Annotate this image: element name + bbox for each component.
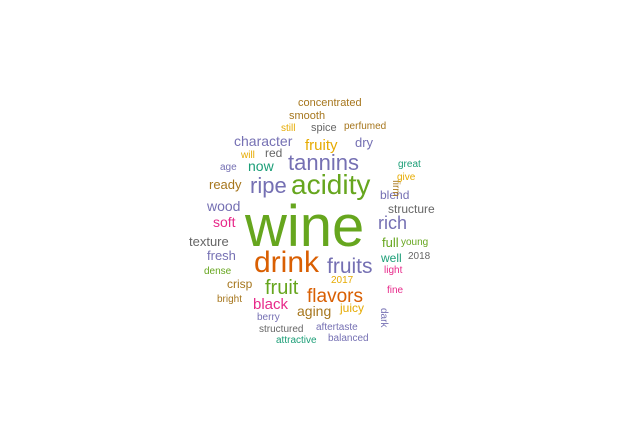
word-berry: berry: [257, 312, 280, 323]
word-structured: structured: [259, 324, 303, 335]
word-flavors: flavors: [307, 286, 363, 307]
word-wine: wine: [244, 194, 364, 259]
word-balanced: balanced: [328, 333, 369, 344]
word-aging: aging: [297, 303, 331, 319]
word-concentrated: concentrated: [298, 97, 362, 109]
word-texture: texture: [189, 234, 229, 249]
word-ripe: ripe: [250, 173, 287, 198]
word-will: will: [240, 150, 255, 161]
word-juicy: juicy: [339, 301, 364, 315]
word-great: great: [398, 159, 421, 170]
word-dry: dry: [355, 135, 374, 150]
word-soft: soft: [213, 214, 236, 230]
word-age: age: [220, 162, 237, 173]
word-ready: ready: [209, 177, 242, 192]
word-bright: bright: [217, 294, 242, 305]
word-crisp: crisp: [227, 277, 253, 291]
word-fruits: fruits: [327, 255, 373, 278]
word-give: give: [397, 172, 416, 183]
word-young: young: [401, 237, 428, 248]
word-2018: 2018: [408, 251, 431, 262]
word-drink: drink: [254, 246, 320, 279]
word-aftertaste: aftertaste: [316, 322, 358, 333]
word-still: still: [281, 123, 295, 134]
word-dark: dark: [378, 308, 389, 328]
word-well: well: [380, 251, 402, 265]
word-light: light: [384, 265, 403, 276]
word-black: black: [253, 296, 289, 313]
word-2017: 2017: [331, 275, 354, 286]
word-structure: structure: [388, 202, 435, 216]
word-smooth: smooth: [289, 110, 325, 122]
word-now: now: [248, 158, 275, 174]
word-fruity: fruity: [305, 137, 338, 154]
word-acidity: acidity: [291, 169, 370, 200]
word-dense: dense: [204, 266, 232, 277]
word-perfumed: perfumed: [344, 121, 386, 132]
word-fruit: fruit: [265, 277, 299, 299]
word-tannins: tannins: [288, 150, 359, 175]
word-character: character: [234, 133, 293, 149]
word-fresh: fresh: [207, 248, 236, 263]
word-full: full: [382, 235, 399, 250]
word-fine: fine: [387, 285, 404, 296]
word-firm: firm: [390, 180, 401, 197]
word-blend: blend: [380, 188, 409, 202]
word-spice: spice: [311, 122, 337, 134]
word-red: red: [265, 146, 282, 160]
word-rich: rich: [378, 213, 407, 233]
word-attractive: attractive: [276, 335, 317, 346]
word-wood: wood: [206, 198, 240, 214]
